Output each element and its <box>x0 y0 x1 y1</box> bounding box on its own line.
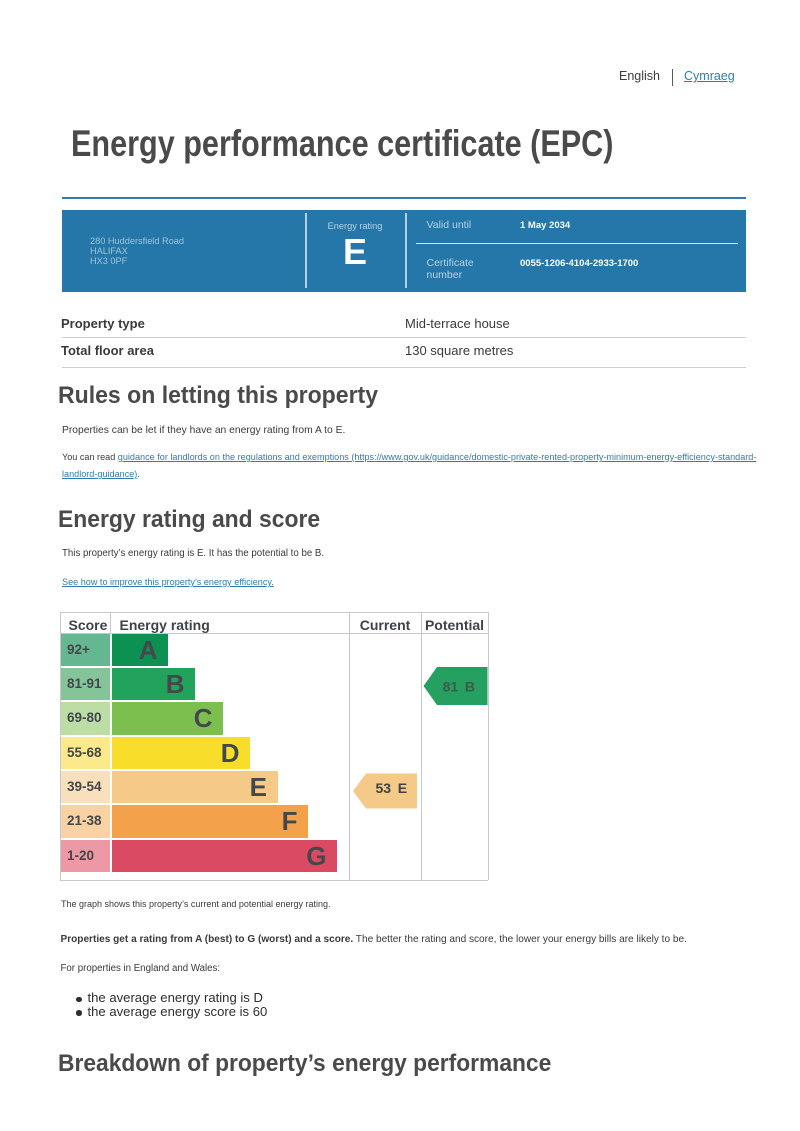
svg-text:81: 81 <box>443 679 459 695</box>
svg-text:53: 53 <box>376 780 392 796</box>
svg-text:E: E <box>398 780 407 796</box>
svg-text:B: B <box>465 679 475 695</box>
